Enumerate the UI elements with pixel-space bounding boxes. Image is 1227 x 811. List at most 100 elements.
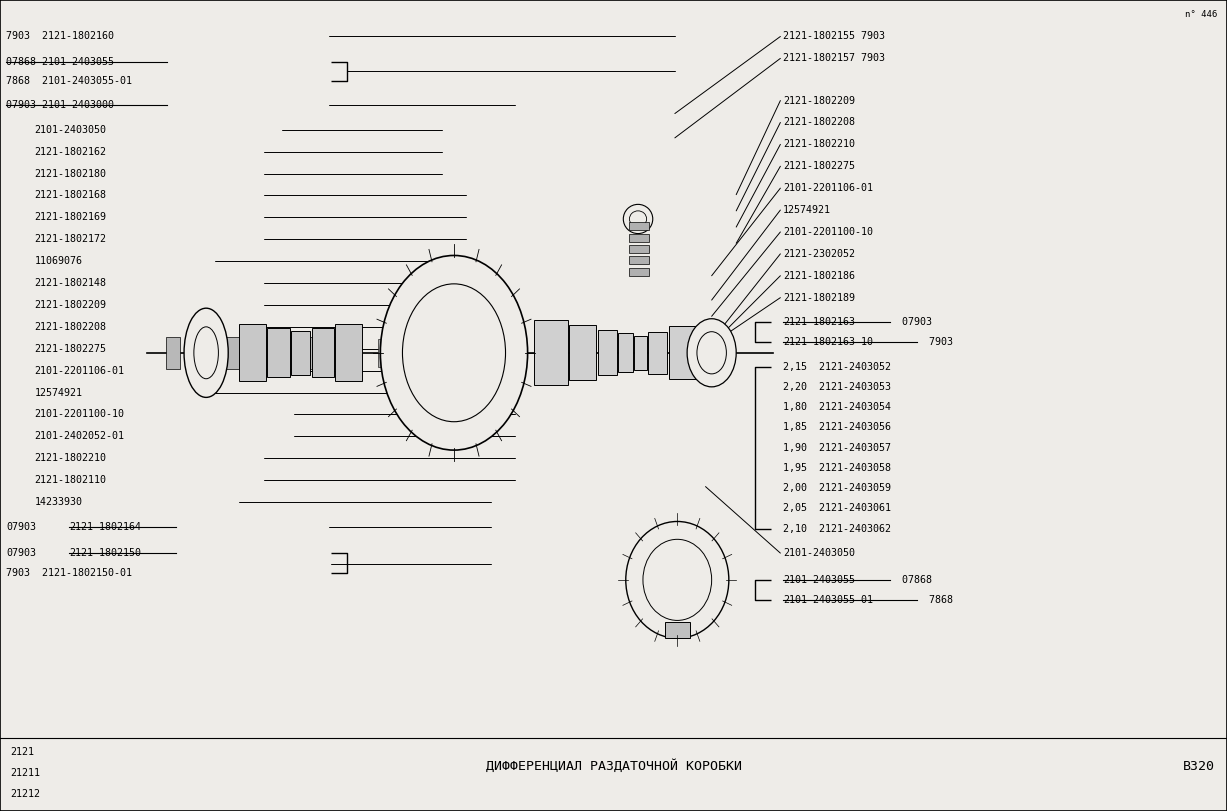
Text: 07903: 07903 [6, 548, 36, 558]
Ellipse shape [687, 319, 736, 387]
Bar [335, 324, 362, 381]
Text: 2121-1802180: 2121-1802180 [34, 169, 107, 178]
Bar [629, 256, 649, 264]
Bar [464, 339, 474, 367]
Text: 2121-1802172: 2121-1802172 [34, 234, 107, 244]
Text: 2121-1802169: 2121-1802169 [34, 212, 107, 222]
Text: 2101-2403055: 2101-2403055 [783, 575, 855, 585]
Bar [634, 336, 647, 370]
Text: 07868: 07868 [891, 575, 933, 585]
Text: 2101-2201100-10: 2101-2201100-10 [783, 227, 872, 237]
Bar [323, 337, 337, 369]
Text: 2101-2201100-10: 2101-2201100-10 [34, 410, 124, 419]
Text: ДИФФЕРЕНЦИАЛ РАЗДАТОЧНОЙ КОРОБКИ: ДИФФЕРЕНЦИАЛ РАЗДАТОЧНОЙ КОРОБКИ [486, 760, 741, 773]
Bar [264, 337, 279, 369]
Text: 07903: 07903 [6, 522, 36, 532]
Text: 2121-1802150: 2121-1802150 [69, 548, 141, 558]
Text: 2121-1802168: 2121-1802168 [34, 191, 107, 200]
Bar [239, 324, 266, 381]
Text: 2121: 2121 [10, 747, 34, 757]
Text: 2121-1802208: 2121-1802208 [34, 322, 107, 332]
Text: 2101-2403050: 2101-2403050 [783, 548, 855, 558]
Text: 2101-2402052-01: 2101-2402052-01 [34, 431, 124, 441]
Ellipse shape [402, 284, 506, 422]
Text: 7868  2101-2403055-01: 7868 2101-2403055-01 [6, 76, 133, 86]
Bar [378, 339, 388, 367]
Bar [665, 622, 690, 638]
Bar [185, 337, 200, 369]
Text: 1,95  2121-2403058: 1,95 2121-2403058 [783, 463, 891, 473]
Bar [225, 337, 239, 369]
Bar [669, 327, 696, 380]
Ellipse shape [380, 255, 528, 450]
Text: 2101-2201106-01: 2101-2201106-01 [783, 183, 872, 193]
Text: 2,10  2121-2403062: 2,10 2121-2403062 [783, 524, 891, 534]
Text: 2121-1802148: 2121-1802148 [34, 278, 107, 288]
Bar [501, 339, 510, 367]
Text: 2,20  2121-2403053: 2,20 2121-2403053 [783, 382, 891, 392]
Bar [166, 337, 180, 369]
Text: 07868 2101-2403055: 07868 2101-2403055 [6, 57, 114, 67]
Bar [283, 337, 298, 369]
Bar [303, 337, 318, 369]
Ellipse shape [194, 327, 218, 379]
Bar [291, 331, 310, 375]
Bar [427, 339, 437, 367]
Ellipse shape [629, 211, 647, 227]
Bar [439, 339, 449, 367]
Bar [648, 332, 667, 374]
Bar [312, 328, 334, 377]
Text: 2101-2403055-01: 2101-2403055-01 [783, 595, 872, 605]
Ellipse shape [697, 332, 726, 374]
Text: 2121-1802210: 2121-1802210 [783, 139, 855, 149]
Bar [267, 328, 290, 377]
Bar [618, 333, 633, 372]
Bar [598, 330, 617, 375]
Bar [569, 325, 596, 380]
Text: 2121-1802157 7903: 2121-1802157 7903 [783, 54, 885, 63]
Bar [205, 337, 220, 369]
Text: 07903 2101-2403000: 07903 2101-2403000 [6, 100, 114, 109]
Text: 2121-1802163-10: 2121-1802163-10 [783, 337, 872, 347]
Text: 2121-1802186: 2121-1802186 [783, 271, 855, 281]
Bar [629, 245, 649, 253]
Text: 7868: 7868 [918, 595, 953, 605]
Bar [513, 339, 523, 367]
Ellipse shape [623, 204, 653, 234]
Text: 2,15  2121-2403052: 2,15 2121-2403052 [783, 362, 891, 371]
Bar [390, 339, 400, 367]
Bar [244, 337, 259, 369]
Text: n° 446: n° 446 [1185, 10, 1217, 19]
Text: 2121-1802163: 2121-1802163 [783, 317, 855, 327]
Text: 12574921: 12574921 [783, 205, 831, 215]
Ellipse shape [184, 308, 228, 397]
Text: 1,80  2121-2403054: 1,80 2121-2403054 [783, 402, 891, 412]
Bar [488, 339, 498, 367]
Text: 14233930: 14233930 [34, 497, 82, 507]
Text: В320: В320 [1183, 760, 1215, 773]
Text: 2121-1802209: 2121-1802209 [783, 96, 855, 105]
Text: 2121-1802110: 2121-1802110 [34, 475, 107, 485]
Text: 7903  2121-1802160: 7903 2121-1802160 [6, 32, 114, 41]
Text: 1,85  2121-2403056: 1,85 2121-2403056 [783, 423, 891, 432]
Text: 21212: 21212 [10, 789, 39, 799]
Text: 2121-1802209: 2121-1802209 [34, 300, 107, 310]
Text: 2121-1802275: 2121-1802275 [783, 161, 855, 171]
Bar [452, 339, 461, 367]
Text: 12574921: 12574921 [34, 388, 82, 397]
Text: 2121-1802164: 2121-1802164 [69, 522, 141, 532]
Text: 2121-1802162: 2121-1802162 [34, 147, 107, 157]
Text: 21211: 21211 [10, 768, 39, 778]
Bar [476, 339, 486, 367]
Text: 2121-1802189: 2121-1802189 [783, 293, 855, 303]
Text: 2121-2302052: 2121-2302052 [783, 249, 855, 259]
Bar [629, 222, 649, 230]
Text: 2101-2403050: 2101-2403050 [34, 125, 107, 135]
Text: 2121-1802210: 2121-1802210 [34, 453, 107, 463]
Text: 1,90  2121-2403057: 1,90 2121-2403057 [783, 443, 891, 453]
Bar [534, 320, 568, 385]
Text: 11069076: 11069076 [34, 256, 82, 266]
Text: 07903: 07903 [891, 317, 933, 327]
Text: 7903  2121-1802150-01: 7903 2121-1802150-01 [6, 569, 133, 578]
Bar [629, 268, 649, 276]
